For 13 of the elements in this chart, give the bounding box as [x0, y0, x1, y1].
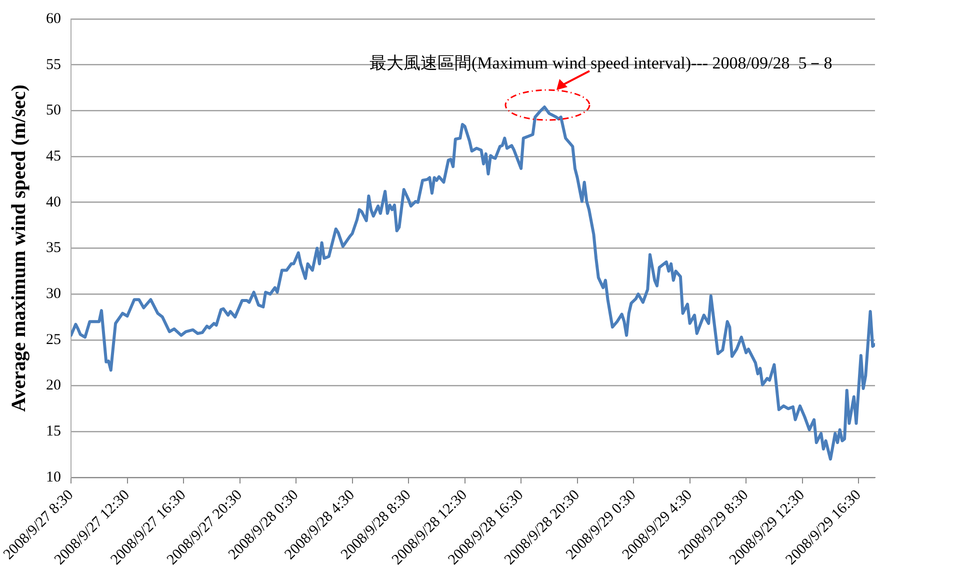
- y-tick-label: 10: [46, 469, 61, 486]
- y-tick-label: 35: [46, 240, 61, 256]
- annotation: 最大風速區間(Maximum wind speed interval)--- 2008/09/28 5－8: [369, 53, 832, 72]
- y-tick-label: 15: [46, 424, 61, 440]
- y-axis-title: Average maximum wind speed (m/sec): [8, 84, 30, 412]
- y-tick-label: 30: [46, 286, 61, 302]
- y-tick-label: 60: [46, 10, 61, 27]
- y-tick-label: 25: [46, 332, 61, 348]
- y-tick-label: 40: [46, 194, 61, 210]
- y-tick-label: 50: [46, 102, 61, 119]
- y-tick-label: 45: [46, 148, 61, 164]
- y-tick-label: 55: [46, 56, 61, 73]
- y-tick-label: 20: [46, 378, 61, 394]
